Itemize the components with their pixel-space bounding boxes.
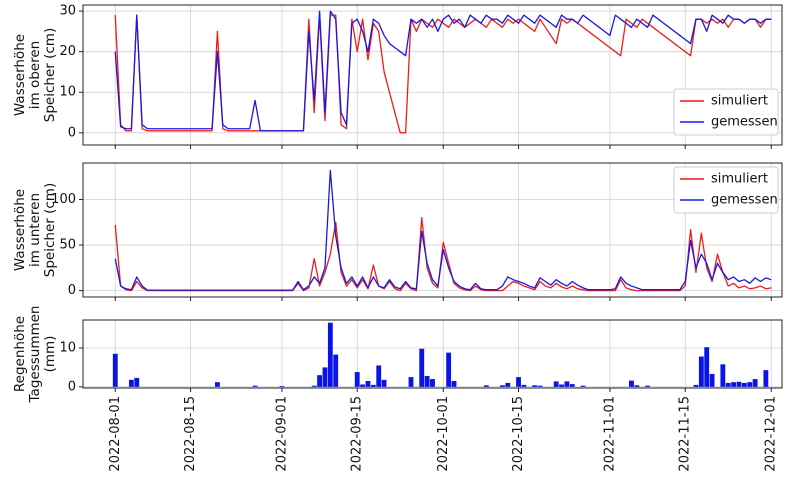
bar — [537, 385, 543, 387]
bar — [451, 381, 457, 387]
y-axis-label: Speicher (cm) — [42, 183, 58, 277]
bar — [279, 386, 285, 387]
bar — [521, 384, 527, 387]
y-axis-label: Regenhöhe — [12, 316, 28, 392]
y-tick-label: 0 — [68, 379, 76, 394]
y-axis-label: Tagessummen — [27, 306, 43, 404]
bar — [763, 370, 769, 387]
bar — [580, 385, 586, 387]
plot-frame — [82, 4, 783, 146]
y-axis-label: (mm) — [42, 336, 58, 373]
bar — [370, 384, 376, 387]
bar — [731, 382, 737, 387]
bar — [354, 372, 360, 387]
y-tick-label: 50 — [59, 238, 76, 253]
legend-label: gemessen — [711, 115, 778, 130]
y-axis-label: Wasserhöhe — [12, 34, 28, 116]
x-tick-label: 2022-10-01 — [436, 396, 451, 472]
bar — [629, 380, 634, 387]
bar — [424, 375, 430, 387]
bar — [704, 347, 710, 387]
bar — [720, 364, 726, 387]
bar — [134, 377, 140, 387]
bar — [645, 385, 650, 387]
bar — [559, 384, 564, 387]
bar — [408, 377, 414, 387]
x-tick-label: 2022-11-01 — [602, 396, 617, 472]
bar — [499, 385, 505, 387]
bar — [693, 384, 699, 387]
bar — [112, 353, 118, 387]
line-series — [114, 10, 772, 132]
x-tick-label: 2022-09-15 — [350, 396, 365, 472]
bar — [725, 382, 731, 387]
x-tick-label: 2022-08-01 — [108, 396, 123, 472]
bar — [747, 382, 753, 387]
y-tick-label: 20 — [59, 44, 76, 59]
bar — [317, 375, 323, 387]
bar — [327, 322, 333, 387]
bar — [569, 384, 575, 387]
x-tick-label: 2022-09-01 — [274, 396, 289, 472]
bar — [128, 379, 134, 387]
bar — [215, 382, 220, 387]
bar — [252, 385, 258, 387]
bar — [741, 382, 747, 387]
y-axis-label: im unteren — [27, 193, 43, 267]
bar — [698, 356, 704, 387]
x-tick-label: 2022-12-01 — [764, 396, 779, 472]
x-tick-label: 2022-08-15 — [183, 396, 198, 472]
line-series — [114, 14, 772, 134]
y-tick-label: 0 — [68, 283, 76, 298]
legend-label: gemessen — [711, 193, 778, 208]
y-tick-label: 10 — [59, 85, 76, 100]
x-tick-label: 2022-10-15 — [511, 396, 526, 472]
bar — [532, 385, 538, 387]
y-axis-label: im oberen — [27, 41, 43, 109]
bar — [516, 377, 521, 387]
bar — [360, 384, 366, 387]
bar — [333, 354, 339, 387]
bar — [736, 381, 742, 387]
bar — [311, 385, 317, 387]
y-tick-label: 0 — [68, 125, 76, 140]
y-axis-label: Wasserhöhe — [12, 189, 28, 271]
bar — [709, 374, 715, 387]
bar — [483, 385, 489, 387]
y-axis-label: Speicher (cm) — [42, 28, 58, 122]
bar — [505, 382, 511, 387]
bar — [322, 367, 328, 387]
y-tick-label: 10 — [59, 340, 76, 355]
bar — [365, 381, 371, 387]
line-series — [114, 169, 772, 291]
y-tick-label: 30 — [59, 4, 76, 19]
bar — [419, 348, 425, 387]
plot-frame — [82, 319, 783, 389]
bar — [376, 365, 382, 387]
legend-label: simuliert — [711, 94, 768, 109]
bar — [752, 379, 758, 387]
y-tick-label: 100 — [51, 192, 76, 207]
bar — [430, 379, 435, 387]
bar — [634, 385, 640, 387]
x-tick-label: 2022-11-15 — [678, 396, 693, 472]
plot-frame — [82, 162, 783, 298]
legend-label: simuliert — [711, 172, 768, 187]
bar — [553, 381, 559, 387]
bar — [381, 379, 387, 387]
bar — [564, 381, 570, 387]
bar — [446, 352, 452, 387]
